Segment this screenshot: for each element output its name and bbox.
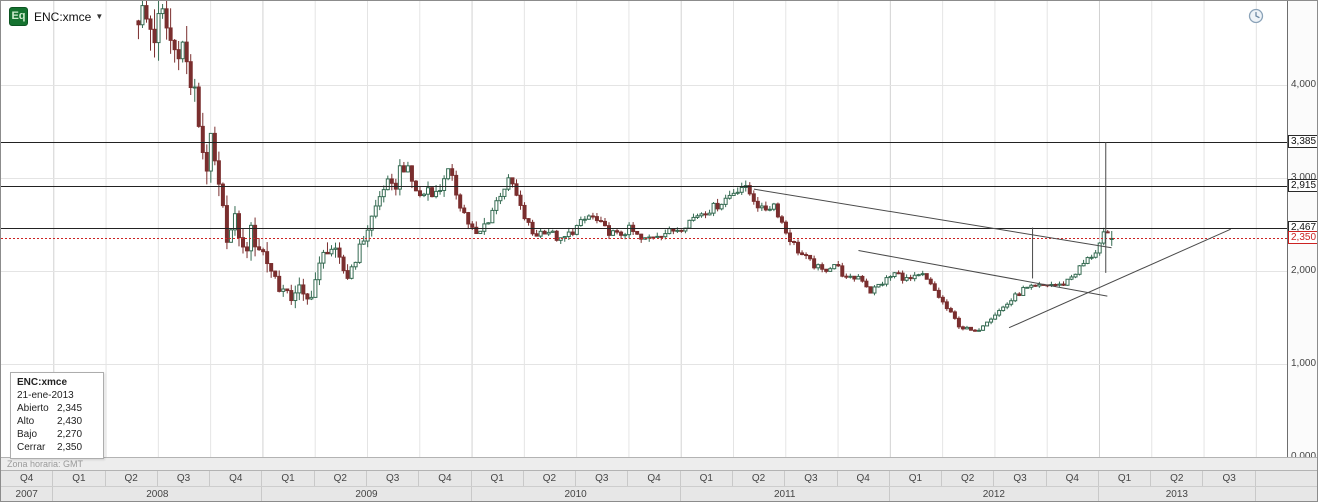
- quarter-tick: Q1: [472, 471, 524, 486]
- quarter-tick: Q4: [838, 471, 890, 486]
- symbol-header: Eq ENC:xmce ▼: [9, 7, 103, 26]
- quarter-tick: Q3: [785, 471, 838, 486]
- quarter-tick: Q4: [628, 471, 681, 486]
- quarter-tick: Q2: [524, 471, 577, 486]
- candle-series: [136, 1, 1114, 332]
- price-tick: 3,000: [1291, 172, 1317, 183]
- price-level-lines[interactable]: [1, 142, 1287, 239]
- year-tick: 2007: [1, 487, 54, 501]
- tooltip-symbol: ENC:xmce: [17, 377, 68, 388]
- quarter-row: Q4 Q1 Q2 Q3 Q4 Q1 Q2 Q3 Q4 Q1 Q2 Q3 Q4 Q1 Q2 Q3 Q4 Q1 Q2 Q3…: [1, 471, 1317, 487]
- quarter-tick: Q4: [1047, 471, 1099, 486]
- price-tick: 2,000: [1291, 265, 1317, 276]
- app-logo-icon[interactable]: Eq: [9, 7, 28, 26]
- last-price-label[interactable]: 2,350: [1288, 231, 1317, 245]
- tooltip-field-value: 2,430: [57, 416, 83, 427]
- year-tick: 2012: [890, 487, 1099, 501]
- tooltip-field-label: Bajo: [17, 429, 38, 440]
- price-tick: 1,000: [1291, 358, 1317, 369]
- symbol-selector[interactable]: ENC:xmce ▼: [34, 10, 103, 24]
- level-price-label[interactable]: 3,385: [1288, 135, 1317, 149]
- quarter-tick: Q2: [733, 471, 786, 486]
- quarter-tick: Q3: [1203, 471, 1256, 486]
- tooltip-open-row: Abierto 2,345: [17, 402, 97, 415]
- year-tick: 2010: [472, 487, 681, 501]
- tooltip-field-value: 2,350: [57, 442, 83, 453]
- quarter-tick: Q1: [53, 471, 106, 486]
- level-price-label[interactable]: 2,915: [1288, 178, 1317, 192]
- quarter-tick: Q3: [576, 471, 629, 486]
- candlestick-chart[interactable]: [1, 1, 1287, 457]
- year-tick: 2008: [53, 487, 263, 501]
- quarter-tick: Q3: [994, 471, 1047, 486]
- axis-filler: [1256, 471, 1317, 486]
- tooltip-low-row: Bajo 2,270: [17, 428, 97, 441]
- trendline: [1008, 228, 1231, 329]
- year-tick: 2013: [1099, 487, 1256, 501]
- quarter-tick: Q2: [1151, 471, 1204, 486]
- price-tick: 0,000: [1291, 451, 1316, 462]
- ohlc-tooltip: ENC:xmce 21-ene-2013 Abierto 2,345 Alto …: [10, 372, 104, 459]
- quarter-tick: Q1: [681, 471, 733, 486]
- tooltip-field-label: Cerrar: [17, 442, 46, 453]
- tooltip-field-value: 2,270: [57, 429, 83, 440]
- year-tick: 2011: [681, 487, 890, 501]
- year-tick: 2009: [262, 487, 472, 501]
- trendline: [753, 188, 1112, 249]
- clock-icon[interactable]: [1248, 8, 1264, 29]
- quarter-tick: Q4: [1, 471, 54, 486]
- time-axis[interactable]: Q4 Q1 Q2 Q3 Q4 Q1 Q2 Q3 Q4 Q1 Q2 Q3 Q4 Q1 Q2 Q3 Q4 Q1 Q2 Q3…: [1, 470, 1317, 501]
- tooltip-field-label: Abierto: [17, 403, 49, 414]
- axis-filler: [1256, 487, 1317, 501]
- quarter-tick: Q2: [106, 471, 158, 486]
- tooltip-high-row: Alto 2,430: [17, 415, 97, 428]
- tooltip-date: 21-ene-2013: [17, 390, 74, 401]
- year-row: 2007 2008 2009 2010 2011 2012 2013: [1, 487, 1317, 501]
- price-axis[interactable]: 4,0003,0002,0001,0000,0003,3852,9152,467…: [1287, 1, 1317, 462]
- clock-icon-glyph: [1248, 8, 1264, 24]
- quarter-tick: Q4: [210, 471, 263, 486]
- quarter-tick: Q1: [262, 471, 315, 486]
- quarter-tick: Q1: [1099, 471, 1152, 486]
- quarter-tick: Q3: [367, 471, 420, 486]
- tooltip-field-value: 2,345: [57, 403, 83, 414]
- timezone-label: Zona horaria: GMT: [1, 457, 1317, 470]
- quarter-tick: Q1: [890, 471, 943, 486]
- chevron-down-icon: ▼: [95, 12, 104, 21]
- quarter-tick: Q3: [158, 471, 211, 486]
- symbol-label: ENC:xmce: [34, 9, 92, 24]
- trendlines[interactable]: [753, 142, 1231, 329]
- quarter-tick: Q4: [419, 471, 472, 486]
- quarter-tick: Q2: [315, 471, 367, 486]
- quarter-tick: Q2: [942, 471, 995, 486]
- tooltip-close-row: Cerrar 2,350: [17, 441, 97, 454]
- price-tick: 4,000: [1291, 79, 1317, 90]
- trendline: [858, 250, 1108, 297]
- tooltip-field-label: Alto: [17, 416, 35, 427]
